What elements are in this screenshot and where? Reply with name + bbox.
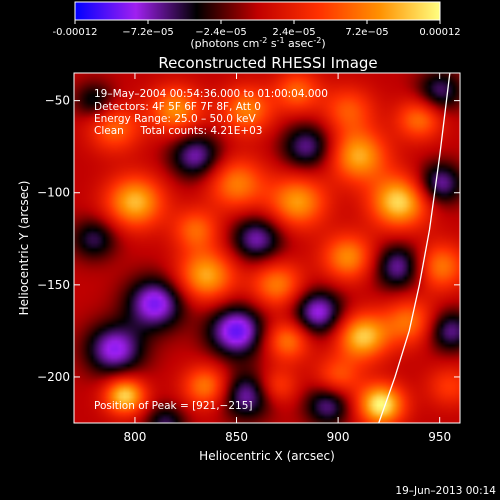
annotation-time: 19–May–2004 00:54:36.000 to 01:00:04.000 [94,88,328,100]
colorbar-tick-label: 7.2e−05 [345,27,388,38]
annotation-detectors: Detectors: 4F 5F 6F 7F 8F, Att 0 [94,101,261,113]
y-axis-label: Heliocentric Y (arcsec) [17,181,31,316]
peak-label: Position of Peak = [921,−215] [94,400,253,412]
colorbar-tick-label: −2.4e−05 [195,27,247,38]
y-tick-label: −150 [37,278,70,292]
colorbar-tick-labels: -0.00012 −7.2e−05 −2.4e−05 2.4e−05 7.2e−05 0.… [53,27,461,38]
colorbar [74,1,441,21]
y-tick-label: −50 [45,94,70,108]
annotation-counts: Clean Total counts: 4.21E+03 [94,125,263,137]
y-tick-label: −100 [37,186,70,200]
footer-date: 19–Jun–2013 00:14 [395,485,496,497]
x-axis-label: Heliocentric X (arcsec) [199,449,335,463]
chart-title: Reconstructed RHESSI Image [158,54,377,72]
colorbar-units: (photons cm-2 s-1 asec-2) [190,36,325,50]
x-tick-label: 950 [428,430,451,444]
y-tick-label: −200 [37,370,70,384]
solar-limb-line [378,73,451,423]
x-tick-label: 850 [225,430,248,444]
colorbar-tick-label: 0.00012 [419,27,460,38]
y-axis-ticks: −50 −100 −150 −200 [37,94,460,384]
colorbar-tick-label: −7.2e−05 [122,27,174,38]
x-axis-ticks: 800 850 900 950 [123,73,451,444]
x-tick-label: 800 [123,430,146,444]
annotation-energy: Energy Range: 25.0 – 50.0 keV [94,113,256,125]
colorbar-tick-label: 2.4e−05 [272,27,315,38]
heatmap-image [74,73,460,423]
colorbar-tick-label: -0.00012 [53,27,98,38]
plot-frame [73,72,461,424]
colorbar-ticks [74,20,441,24]
x-tick-label: 900 [327,430,350,444]
